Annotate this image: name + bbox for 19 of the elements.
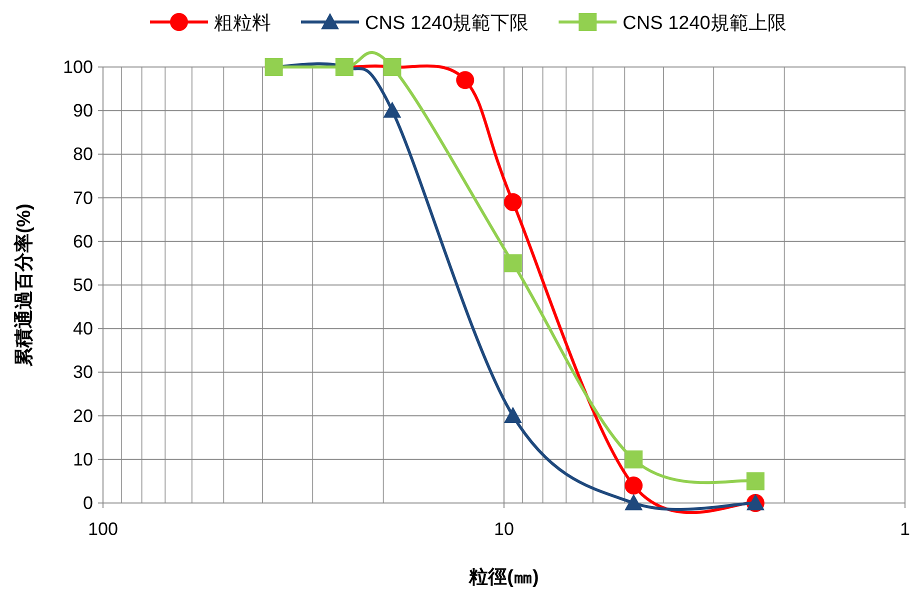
x-tick-label: 10 — [494, 519, 514, 539]
y-tick-label: 90 — [72, 100, 93, 121]
y-tick-label: 50 — [72, 275, 93, 295]
y-axis-title: 累積通過百分率(%) — [13, 204, 35, 368]
y-tick-label: 70 — [72, 188, 93, 208]
x-axis-title: 粒徑(㎜) — [468, 567, 539, 588]
legend-label: CNS 1240規範上限 — [622, 13, 786, 34]
x-tick-label: 1 — [900, 519, 910, 539]
y-tick-label: 40 — [72, 318, 93, 339]
legend-label: 粗粒料 — [214, 13, 271, 34]
y-tick-label: 30 — [72, 362, 93, 382]
y-tick-label: 10 — [72, 449, 93, 470]
y-tick-label: 0 — [82, 493, 93, 513]
legend-label: CNS 1240規範下限 — [365, 13, 529, 34]
y-tick-label: 80 — [72, 144, 93, 164]
y-tick-label: 20 — [72, 406, 93, 426]
x-tick-label: 100 — [88, 519, 118, 539]
y-tick-label: 100 — [62, 57, 93, 77]
y-tick-label: 60 — [72, 231, 93, 252]
